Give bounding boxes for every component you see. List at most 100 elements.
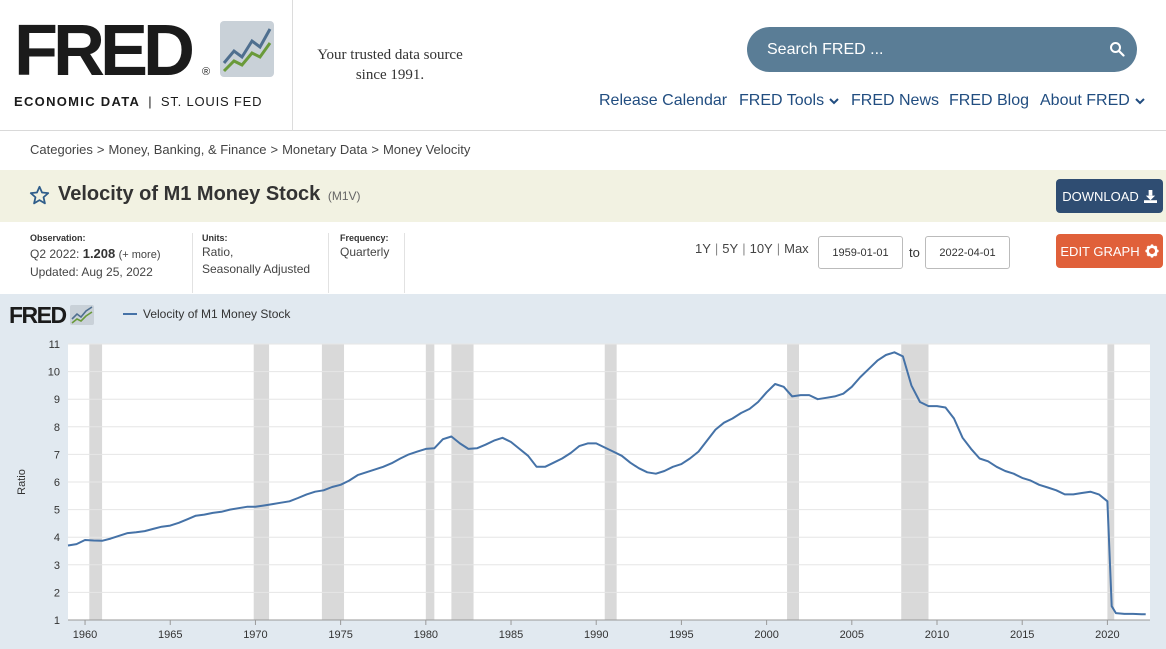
- x-tick-label: 2015: [1010, 629, 1034, 641]
- breadcrumb-money-velocity[interactable]: Money Velocity: [382, 142, 471, 157]
- nav-about-fred[interactable]: About FRED: [1040, 92, 1145, 110]
- frequency-label: Frequency:: [340, 233, 389, 243]
- fred-logo[interactable]: FRED ® ECONOMIC DATA | ST. LOUIS FED: [14, 11, 280, 113]
- range-5y[interactable]: 5Y: [722, 241, 739, 256]
- tagline: Your trusted data source since 1991.: [300, 45, 480, 85]
- range-separator: |: [714, 241, 719, 256]
- logo-subtitle: ECONOMIC DATA | ST. LOUIS FED: [14, 94, 262, 109]
- observation-more-link[interactable]: (+ more): [118, 249, 161, 261]
- units-block: Units: Ratio, Seasonally Adjusted: [202, 233, 310, 278]
- y-tick-label: 5: [54, 505, 60, 517]
- breadcrumb-categories[interactable]: Categories: [30, 142, 93, 157]
- download-button[interactable]: DOWNLOAD: [1056, 179, 1163, 213]
- nav-label: About FRED: [1040, 92, 1130, 109]
- y-tick-label: 2: [54, 587, 60, 599]
- site-header: FRED ® ECONOMIC DATA | ST. LOUIS FED Your …: [0, 0, 1166, 131]
- x-tick-label: 1960: [73, 629, 97, 641]
- breadcrumb-separator: >: [96, 142, 105, 157]
- breadcrumb: Categories > Money, Banking, & Finance > Mon…: [30, 142, 470, 157]
- edit-graph-label: EDIT GRAPH: [1060, 243, 1140, 259]
- x-tick-label: 1985: [499, 629, 523, 641]
- breadcrumb-money-banking-finance[interactable]: Money, Banking, & Finance: [108, 142, 267, 157]
- frequency-block: Frequency: Quarterly: [340, 233, 389, 261]
- x-tick-label: 1965: [158, 629, 182, 641]
- x-tick-label: 1995: [669, 629, 693, 641]
- legend-label: Velocity of M1 Money Stock: [143, 307, 291, 321]
- breadcrumb-separator: >: [270, 142, 279, 157]
- download-label: DOWNLOAD: [1062, 188, 1139, 204]
- nav-release-calendar[interactable]: Release Calendar: [599, 92, 727, 110]
- search-bar: [747, 27, 1137, 72]
- series-line[interactable]: [67, 351, 1146, 616]
- range-10y[interactable]: 10Y: [749, 241, 773, 256]
- range-separator: |: [742, 241, 746, 256]
- chart-panel: FRED Velocity of M1 Money Stock 1 2 3 4 5 6 7 8…: [0, 294, 1166, 649]
- header-divider: [292, 0, 293, 131]
- chevron-down-icon: [1135, 98, 1145, 105]
- page-title: Velocity of M1 Money Stock (M1V): [58, 183, 361, 206]
- logo-sub-separator: |: [148, 94, 153, 109]
- nav-fred-tools[interactable]: FRED Tools: [739, 92, 839, 110]
- meta-divider: [328, 233, 329, 293]
- units-value-2: Seasonally Adjusted: [202, 262, 311, 276]
- observation-period: Q2 2022:: [30, 247, 80, 261]
- nav-fred-blog[interactable]: FRED Blog: [949, 92, 1029, 110]
- star-icon[interactable]: [29, 185, 50, 206]
- chart-fred-logo: FRED: [9, 302, 95, 329]
- y-tick-label: 6: [54, 477, 60, 489]
- frequency-value: Quarterly: [340, 245, 390, 259]
- y-tick-label: 1: [54, 615, 60, 627]
- search-input[interactable]: [767, 27, 1097, 72]
- chevron-down-icon: [829, 98, 839, 105]
- logo-sub-economic-data: ECONOMIC DATA: [14, 94, 141, 109]
- chart-logo-icon: [70, 305, 95, 325]
- line-chart[interactable]: 1 2 3 4 5 6 7 8 9 10 11 1960 1965 1970 1975 1980 1985 199…: [0, 294, 1166, 649]
- meta-divider: [404, 233, 405, 293]
- x-tick-label: 1970: [243, 629, 267, 641]
- logo-chart-icon: [220, 21, 274, 77]
- x-tick-label: 2020: [1095, 629, 1119, 641]
- nav-label: FRED Blog: [949, 92, 1030, 109]
- x-tick-label: 2000: [754, 629, 778, 641]
- search-icon[interactable]: [1109, 41, 1125, 57]
- download-icon: [1143, 189, 1157, 203]
- observation-value: 1.208: [82, 246, 116, 261]
- nav-fred-news[interactable]: FRED News: [851, 92, 939, 110]
- observation-block: Observation: Q2 2022: 1.208 (+ more) Upd…: [30, 233, 160, 281]
- x-tick-label: 2010: [925, 629, 949, 641]
- chart-legend[interactable]: Velocity of M1 Money Stock: [123, 307, 290, 321]
- gear-icon: [1145, 244, 1159, 258]
- end-date-input[interactable]: [925, 236, 1010, 269]
- start-date-input[interactable]: [818, 236, 903, 269]
- logo-sub-st-louis-fed: ST. LOUIS FED: [160, 94, 263, 109]
- range-1y[interactable]: 1Y: [695, 241, 711, 256]
- range-separator: |: [776, 241, 781, 256]
- y-tick-label: 4: [54, 532, 60, 544]
- nav-label: FRED News: [851, 92, 940, 109]
- x-tick-label: 1975: [328, 629, 352, 641]
- x-tick-label: 1980: [414, 629, 438, 641]
- legend-swatch: [123, 313, 137, 315]
- y-tick-label: 3: [54, 560, 60, 572]
- date-to-label: to: [909, 245, 920, 260]
- series-code: (M1V): [327, 189, 361, 203]
- edit-graph-button[interactable]: EDIT GRAPH: [1056, 234, 1163, 268]
- y-tick-label: 7: [54, 449, 60, 461]
- breadcrumb-monetary-data[interactable]: Monetary Data: [282, 142, 368, 157]
- units-value-1: Ratio,: [202, 245, 234, 259]
- nav-label: FRED Tools: [739, 92, 825, 109]
- series-title: Velocity of M1 Money Stock: [58, 183, 321, 205]
- range-selector: 1Y | 5Y | 10Y | Max: [695, 241, 809, 256]
- y-tick-label: 11: [49, 339, 60, 351]
- logo-registered-mark: ®: [202, 66, 211, 78]
- y-tick-label: 10: [48, 367, 60, 379]
- nav-label: Release Calendar: [599, 92, 728, 109]
- units-label: Units:: [202, 233, 228, 243]
- updated-date: Updated: Aug 25, 2022: [30, 265, 153, 279]
- breadcrumb-separator: >: [371, 142, 379, 157]
- range-max[interactable]: Max: [784, 241, 809, 256]
- meta-divider: [192, 233, 193, 293]
- tagline-line-1: Your trusted data source: [317, 47, 463, 63]
- logo-wordmark: FRED: [14, 11, 195, 91]
- observation-line: Q2 2022: 1.208 (+ more): [30, 245, 160, 264]
